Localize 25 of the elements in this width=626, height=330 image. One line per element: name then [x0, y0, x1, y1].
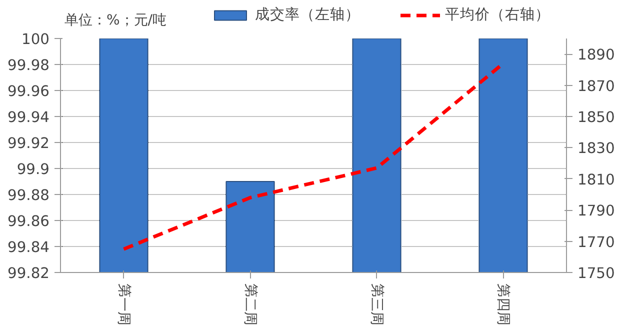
y-tick-label: 99.92 [8, 135, 50, 152]
y2-tick-label: 1810 [578, 171, 615, 188]
x-tick-label: 第四周 [495, 284, 512, 326]
y-tick-label: 99.82 [8, 265, 50, 282]
x-tick-label: 第一周 [116, 284, 132, 326]
y-tick-label: 99.88 [8, 187, 50, 204]
text: 单位：%；元/吨 [64, 12, 167, 28]
y2-tick-label: 1750 [578, 265, 615, 282]
y-tick-label: 99.86 [8, 213, 50, 230]
x-tick-label: 第三周 [368, 284, 385, 326]
y-tick-label: 99.94 [8, 109, 50, 126]
y-tick-label: 99.84 [8, 239, 50, 256]
y2-tick-label: 1890 [578, 46, 615, 64]
y2-tick-label: 1830 [578, 140, 615, 158]
y-tick-label: 99.9 [16, 161, 50, 178]
y-tick-label: 99.98 [8, 57, 50, 74]
y-tick-label: 100 [22, 31, 50, 48]
y-tick-label: 99.96 [8, 83, 50, 100]
y2-tick-label: 1870 [578, 78, 615, 95]
legend-label: 成交率（左轴） [255, 5, 360, 24]
x-tick-label: 第二周 [242, 284, 258, 326]
legend-label: 平均价（右轴） [445, 5, 550, 24]
y2-tick-label: 1770 [578, 234, 615, 251]
y2-tick-label: 1790 [578, 202, 615, 220]
y2-tick-label: 1850 [578, 109, 615, 126]
